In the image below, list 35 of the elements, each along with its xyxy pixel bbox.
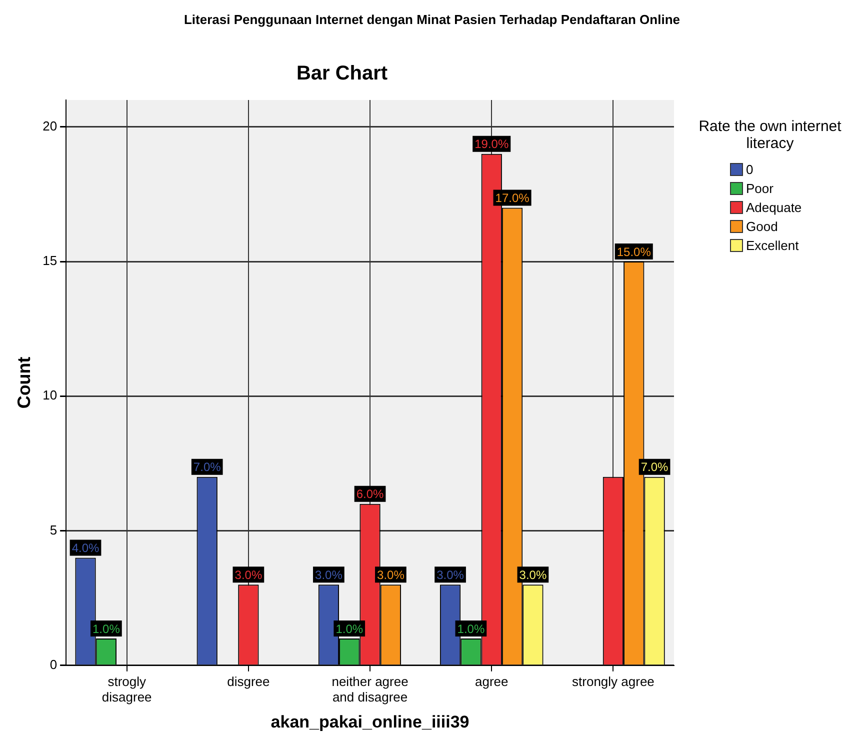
y-tick-label: 0	[50, 656, 58, 672]
data-label: 17.0%	[495, 191, 530, 206]
data-label: 7.0%	[193, 460, 222, 474]
data-label: 3.0%	[234, 568, 262, 582]
y-tick-label: 20	[42, 118, 58, 134]
x-tick-label: strongly agree	[572, 674, 654, 689]
data-label: 3.0%	[519, 568, 547, 582]
y-tick-label: 10	[42, 388, 58, 403]
data-label: 1.0%	[457, 622, 485, 636]
data-label: 3.0%	[436, 568, 464, 582]
legend-label: 0	[746, 161, 754, 179]
y-tick-label: 15	[42, 253, 58, 268]
data-label: 7.0%	[640, 460, 669, 474]
data-label: 4.0%	[72, 541, 100, 556]
legend-label: Good	[746, 218, 778, 236]
x-axis-title: akan_pakai_online_iiii39	[270, 712, 470, 732]
data-label: 15.0%	[616, 244, 652, 259]
x-tick-label: neither agree and disagree	[332, 674, 408, 704]
legend-label: Excellent	[746, 237, 799, 255]
data-label: 19.0%	[474, 137, 509, 152]
y-axis-title: Count	[14, 356, 34, 409]
data-label: 3.0%	[315, 568, 343, 582]
legend-label: Adequate	[746, 199, 802, 217]
legend-label: Poor	[746, 180, 774, 198]
chart-subtitle: Bar Chart	[296, 62, 388, 85]
data-label: 3.0%	[377, 568, 405, 582]
legend-title: Rate the own internet literacy	[698, 118, 842, 152]
x-tick-label: strogly disagree	[102, 674, 152, 704]
chart-title: Literasi Penggunaan Internet dengan Minat Pasien Terhadap Pendaftaran Online	[182, 11, 682, 29]
data-label: 6.0%	[356, 487, 384, 502]
x-tick-label: agree	[474, 674, 508, 689]
y-tick-label: 5	[50, 522, 58, 538]
x-tick-label: disgree	[227, 674, 270, 689]
data-label: 1.0%	[336, 622, 364, 636]
data-label: 1.0%	[92, 622, 120, 636]
